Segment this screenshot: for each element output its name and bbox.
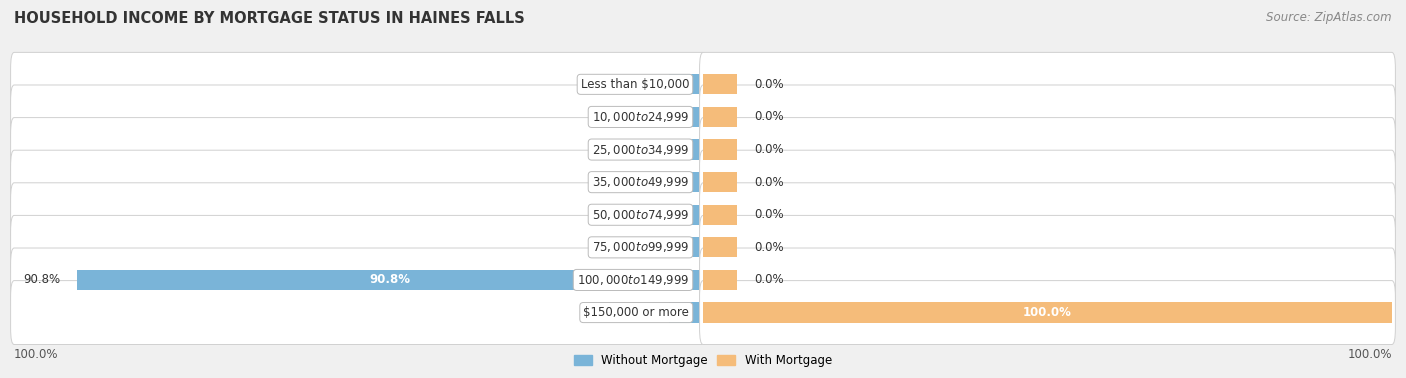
Text: 0.0%: 0.0% bbox=[755, 241, 785, 254]
FancyBboxPatch shape bbox=[11, 53, 706, 116]
FancyBboxPatch shape bbox=[700, 118, 1395, 181]
Bar bbox=[669, 172, 703, 192]
Text: 0.0%: 0.0% bbox=[621, 143, 651, 156]
Text: 100.0%: 100.0% bbox=[1024, 306, 1071, 319]
Bar bbox=[669, 107, 703, 127]
Bar bbox=[703, 204, 738, 225]
FancyBboxPatch shape bbox=[11, 85, 706, 149]
Text: 0.0%: 0.0% bbox=[755, 110, 785, 124]
Text: $10,000 to $24,999: $10,000 to $24,999 bbox=[592, 110, 689, 124]
Text: $75,000 to $99,999: $75,000 to $99,999 bbox=[592, 240, 689, 254]
Bar bbox=[77, 270, 703, 290]
Bar bbox=[669, 139, 703, 160]
Bar bbox=[703, 139, 738, 160]
Text: $35,000 to $49,999: $35,000 to $49,999 bbox=[592, 175, 689, 189]
FancyBboxPatch shape bbox=[700, 215, 1395, 279]
Bar bbox=[640, 204, 703, 225]
Text: $50,000 to $74,999: $50,000 to $74,999 bbox=[592, 208, 689, 222]
Bar bbox=[703, 74, 738, 94]
Text: $150,000 or more: $150,000 or more bbox=[583, 306, 689, 319]
Text: 0.0%: 0.0% bbox=[755, 176, 785, 189]
Text: 0.0%: 0.0% bbox=[621, 241, 651, 254]
Bar bbox=[703, 302, 1392, 323]
Legend: Without Mortgage, With Mortgage: Without Mortgage, With Mortgage bbox=[569, 350, 837, 372]
Text: $25,000 to $34,999: $25,000 to $34,999 bbox=[592, 143, 689, 156]
Text: 100.0%: 100.0% bbox=[1347, 348, 1392, 361]
Bar bbox=[703, 237, 738, 257]
Bar bbox=[703, 270, 738, 290]
FancyBboxPatch shape bbox=[700, 280, 1395, 344]
FancyBboxPatch shape bbox=[11, 118, 706, 181]
Text: 0.0%: 0.0% bbox=[621, 110, 651, 124]
Text: HOUSEHOLD INCOME BY MORTGAGE STATUS IN HAINES FALLS: HOUSEHOLD INCOME BY MORTGAGE STATUS IN H… bbox=[14, 11, 524, 26]
FancyBboxPatch shape bbox=[11, 215, 706, 279]
Text: 0.0%: 0.0% bbox=[755, 143, 785, 156]
Text: 100.0%: 100.0% bbox=[14, 348, 59, 361]
FancyBboxPatch shape bbox=[11, 248, 706, 312]
Text: 90.8%: 90.8% bbox=[22, 273, 60, 287]
Text: 0.0%: 0.0% bbox=[755, 273, 785, 287]
Bar bbox=[669, 237, 703, 257]
Text: 0.0%: 0.0% bbox=[621, 176, 651, 189]
Text: 9.2%: 9.2% bbox=[592, 208, 623, 221]
Bar bbox=[669, 74, 703, 94]
Text: Less than $10,000: Less than $10,000 bbox=[581, 78, 689, 91]
FancyBboxPatch shape bbox=[11, 183, 706, 247]
FancyBboxPatch shape bbox=[11, 150, 706, 214]
FancyBboxPatch shape bbox=[700, 53, 1395, 116]
FancyBboxPatch shape bbox=[11, 280, 706, 344]
FancyBboxPatch shape bbox=[700, 150, 1395, 214]
Text: 90.8%: 90.8% bbox=[370, 273, 411, 287]
Text: 0.0%: 0.0% bbox=[755, 78, 785, 91]
Text: 0.0%: 0.0% bbox=[621, 78, 651, 91]
FancyBboxPatch shape bbox=[700, 183, 1395, 247]
Bar bbox=[703, 172, 738, 192]
Text: 0.0%: 0.0% bbox=[621, 306, 651, 319]
FancyBboxPatch shape bbox=[700, 85, 1395, 149]
FancyBboxPatch shape bbox=[700, 248, 1395, 312]
Bar bbox=[703, 107, 738, 127]
Bar bbox=[669, 302, 703, 323]
Text: Source: ZipAtlas.com: Source: ZipAtlas.com bbox=[1267, 11, 1392, 24]
Text: $100,000 to $149,999: $100,000 to $149,999 bbox=[576, 273, 689, 287]
Text: 0.0%: 0.0% bbox=[755, 208, 785, 221]
